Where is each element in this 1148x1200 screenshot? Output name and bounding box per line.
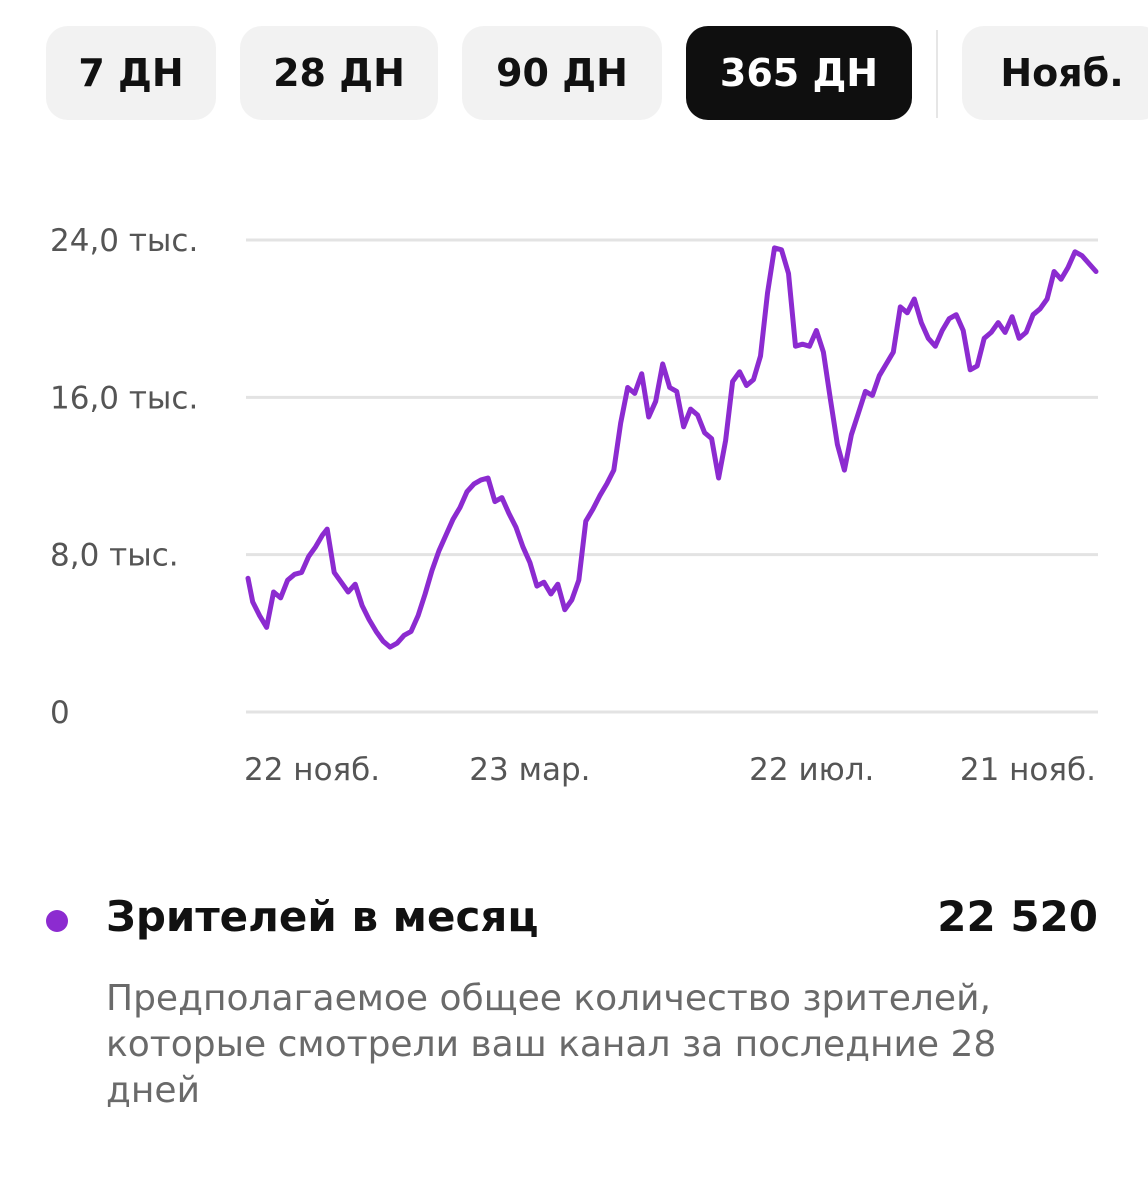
y-axis-labels: 0 8,0 тыс. 16,0 тыс. 24,0 тыс. — [50, 223, 198, 731]
legend-dot — [46, 910, 68, 932]
monthly-viewers-chart: 0 8,0 тыс. 16,0 тыс. 24,0 тыс. 22 нояб. 23 м… — [50, 223, 1099, 788]
x-tick-label: 23 мар. — [469, 752, 590, 788]
legend-value: 22 520 — [937, 892, 1098, 941]
chart-grid — [246, 238, 1098, 714]
series-line — [245, 245, 1099, 650]
x-tick-label: 21 нояб. — [960, 752, 1096, 788]
y-tick-label: 8,0 тыс. — [50, 538, 179, 574]
tab-november[interactable]: Нояб. — [962, 26, 1148, 120]
period-tabs: 7 ДН 28 ДН 90 ДН 365 ДН Нояб. — [0, 26, 1148, 122]
tab-7-days[interactable]: 7 ДН — [46, 26, 216, 120]
y-tick-label: 0 — [50, 695, 70, 731]
legend-title: Зрителей в месяц — [106, 892, 539, 941]
tab-365-days[interactable]: 365 ДН — [686, 26, 912, 120]
tab-90-days[interactable]: 90 ДН — [462, 26, 662, 120]
x-tick-label: 22 июл. — [749, 752, 874, 788]
x-axis-labels: 22 нояб. 23 мар. 22 июл. 21 нояб. — [244, 752, 1096, 788]
tab-28-days[interactable]: 28 ДН — [240, 26, 438, 120]
y-tick-label: 16,0 тыс. — [50, 380, 198, 416]
legend-description: Предполагаемое общее количество зрителей… — [106, 978, 997, 1111]
tab-divider — [936, 30, 938, 118]
x-tick-label: 22 нояб. — [244, 752, 380, 788]
y-tick-label: 24,0 тыс. — [50, 223, 198, 259]
